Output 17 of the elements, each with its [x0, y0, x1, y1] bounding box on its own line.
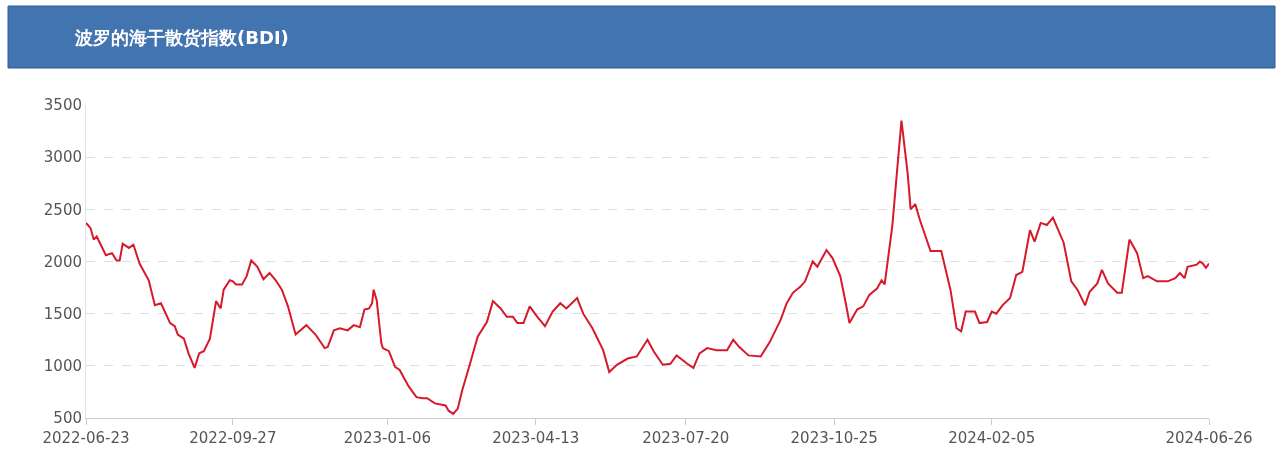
x-tick-label: 2022-09-27 [189, 429, 277, 447]
chart-title: 波罗的海干散货指数(BDI) [74, 27, 289, 49]
x-tick-label: 2023-07-20 [642, 429, 730, 447]
x-tick-label: 2023-01-06 [343, 429, 431, 447]
x-tick-label: 2024-06-26 [1165, 429, 1253, 447]
y-tick-label: 2500 [43, 200, 82, 219]
y-tick-label: 1500 [43, 304, 82, 323]
y-tick-label: 2000 [43, 252, 82, 271]
x-tick-label: 2024-02-05 [948, 429, 1036, 447]
y-tick-label: 500 [53, 409, 82, 428]
line-series [86, 119, 1209, 415]
x-tick-label: 2023-04-13 [492, 429, 580, 447]
y-tick-label: 3000 [43, 148, 82, 167]
y-tick-label: 3500 [43, 96, 82, 115]
x-tick-label: 2023-10-25 [790, 429, 878, 447]
x-tick-label: 2022-06-23 [42, 429, 130, 447]
y-tick-label: 1000 [43, 357, 82, 376]
